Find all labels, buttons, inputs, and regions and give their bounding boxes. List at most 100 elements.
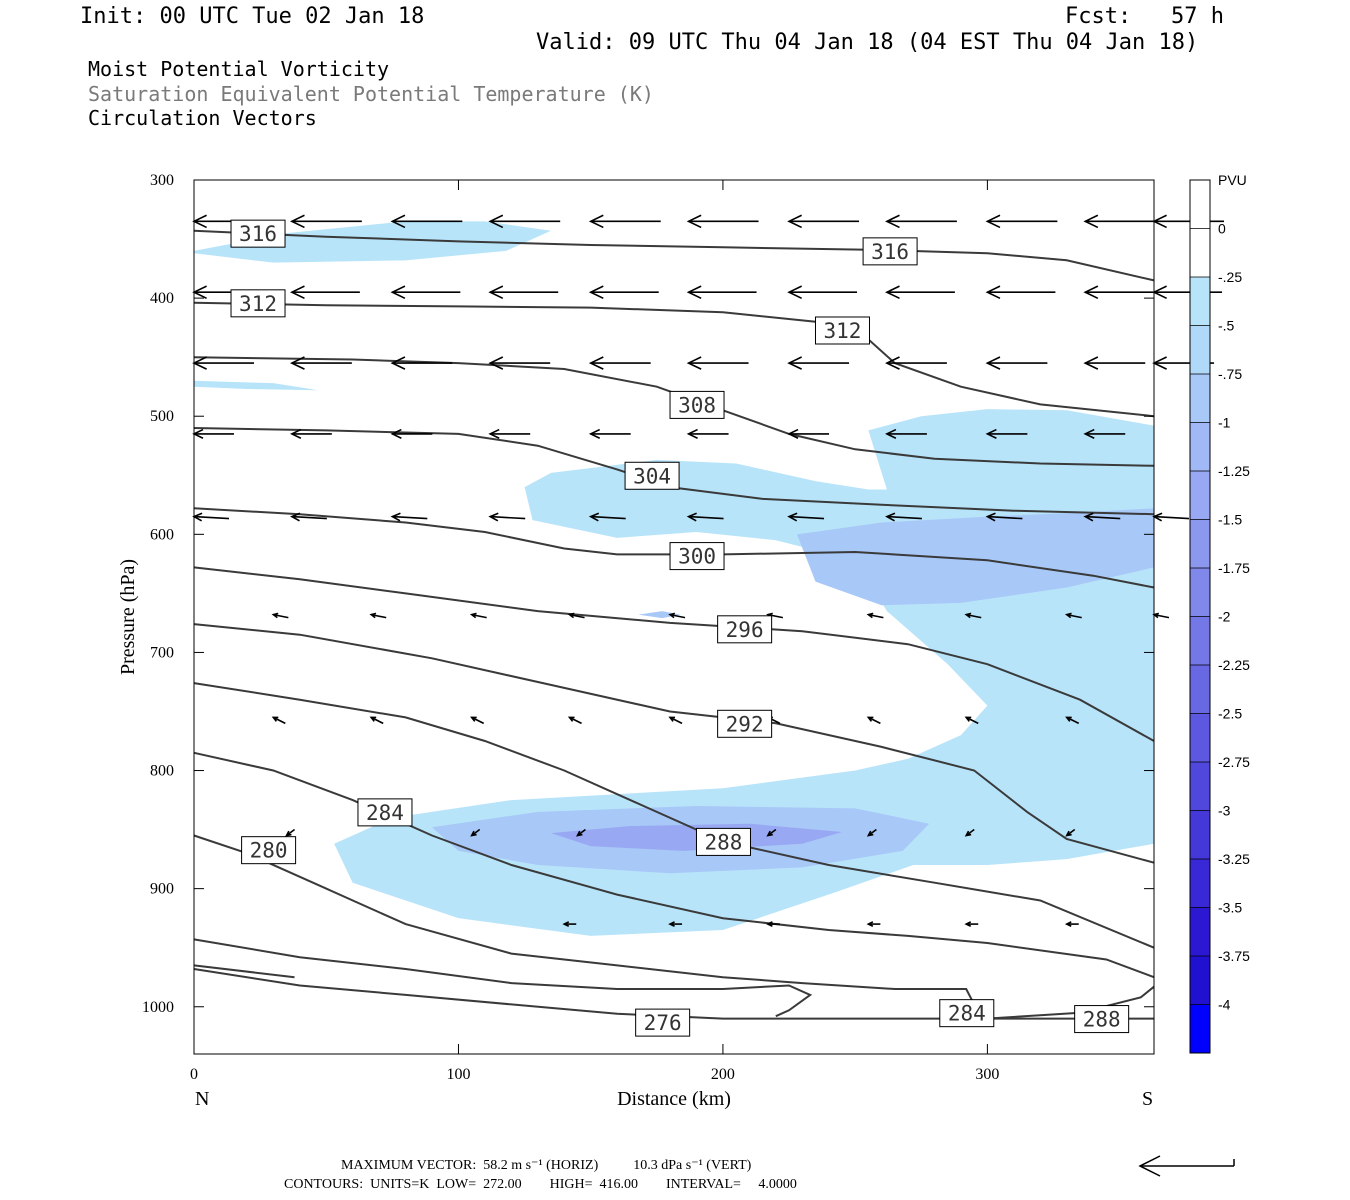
vector-shaft	[272, 716, 286, 725]
field-title-3: Circulation Vectors	[88, 106, 317, 130]
theta-contour-300	[193, 507, 1155, 589]
vector-shaft	[471, 613, 487, 619]
vector-7-2	[575, 828, 586, 837]
vector-shaft	[392, 515, 428, 520]
vector-head	[985, 512, 996, 522]
vector-head	[588, 428, 601, 440]
vector-4-0	[192, 512, 230, 522]
vector-head	[1083, 214, 1099, 229]
vector-head	[1083, 428, 1095, 440]
vector-head	[985, 285, 1001, 300]
vector-shaft	[1066, 613, 1082, 619]
vector-head	[668, 612, 676, 619]
vector-head	[488, 285, 504, 300]
colorbar: 0 -.25 -.5 -.75 -1 -1.25 -1.5 -1.75 -2 -2.25 -2.5 -…	[1189, 172, 1250, 1054]
vector-head	[567, 716, 575, 722]
vector-head	[885, 214, 900, 229]
vector-2-3	[488, 356, 551, 370]
colorbar-cell-15	[1190, 907, 1210, 956]
contour-label-296-text: 296	[726, 618, 764, 642]
vector-head	[390, 428, 402, 440]
vector-shaft	[193, 515, 230, 520]
contour-label-extra-0-box	[939, 999, 995, 1028]
x-tick-label-300: 300	[975, 1066, 999, 1083]
contour-label-292: 292	[717, 709, 773, 738]
contour-label-280-text: 280	[250, 839, 288, 863]
vector-3-2	[390, 428, 433, 440]
theta-contour-unlabeled-12	[193, 964, 295, 979]
vector-3-4	[588, 428, 631, 440]
colorbar-label-6: -1.5	[1218, 512, 1242, 528]
vector-head	[985, 428, 997, 440]
y-tick-label-900: 900	[150, 881, 174, 898]
init-time: Init: 00 UTC Tue 02 Jan 18	[80, 4, 425, 29]
vector-6-2	[470, 716, 485, 725]
colorbar-cell-2	[1190, 277, 1210, 326]
vector-head	[885, 285, 900, 300]
contour-label-316: 316	[230, 219, 286, 248]
vector-7-1	[470, 828, 481, 837]
contour-label-300-text: 300	[678, 545, 716, 569]
max-vector-arrow	[1138, 1155, 1235, 1177]
contour-label-312-box	[230, 289, 286, 318]
vector-3-1	[290, 428, 332, 440]
contour-label-312-b: 312	[814, 316, 870, 345]
vector-head	[290, 512, 301, 522]
x-axis-label: Distance (km)	[617, 1088, 731, 1110]
vector-head	[964, 716, 972, 722]
vector-head	[290, 285, 305, 300]
contour-label-300-box	[669, 542, 725, 571]
vector-head	[469, 612, 477, 619]
vector-shaft	[370, 716, 384, 725]
colorbar-label-2: -.5	[1218, 318, 1235, 334]
vector-1-7	[885, 285, 955, 300]
contour-label-284-box	[357, 798, 413, 827]
vector-head	[1065, 830, 1072, 837]
vector-7-3	[766, 828, 777, 837]
vector-head	[885, 512, 896, 522]
colorbar-cell-11	[1190, 713, 1210, 762]
y-tick-label-400: 400	[150, 290, 174, 307]
field-title-2: Saturation Equivalent Potential Temperat…	[88, 82, 654, 106]
circulation-vectors	[192, 214, 1224, 927]
x-tick-label-100: 100	[446, 1066, 470, 1083]
vector-head	[964, 921, 972, 927]
contour-label-304-text: 304	[633, 464, 671, 488]
vector-shaft	[966, 613, 982, 619]
vector-head	[1083, 512, 1094, 522]
valid-time: Valid: 09 UTC Thu 04 Jan 18 (04 EST Thu …	[536, 30, 1199, 55]
colorbar-cell-14	[1190, 859, 1210, 908]
contour-label-304-box	[624, 461, 680, 490]
vector-4-10	[1152, 512, 1190, 522]
contour-label-284: 284	[357, 798, 413, 827]
vector-1-6	[787, 285, 858, 300]
theta-contour-292	[193, 623, 1155, 864]
vector-1-9	[1083, 285, 1154, 300]
vector-5-8	[1064, 612, 1082, 619]
contours-caption: CONTOURS: UNITS=K LOW= 272.00 HIGH= 416.…	[284, 1177, 797, 1192]
vector-head	[369, 716, 377, 722]
vector-head	[668, 716, 676, 722]
vector-head	[964, 612, 972, 619]
vector-head	[787, 285, 802, 300]
vector-3-8	[985, 428, 1028, 440]
colorbar-label-13: -3.25	[1218, 851, 1250, 867]
vector-head	[470, 830, 477, 837]
vector-8-0	[562, 921, 577, 927]
colorbar-cell-10	[1190, 665, 1210, 714]
vector-head	[686, 356, 702, 370]
contour-label-312-b-text: 312	[824, 319, 862, 343]
vector-4-1	[290, 512, 327, 522]
vector-head	[285, 830, 292, 837]
pv-shading	[194, 221, 1154, 936]
axes: 300 400 500 600 700 800 900 1000 0 100 200 300	[142, 172, 1154, 1083]
pv-region-1	[194, 380, 319, 391]
vector-4-7	[885, 512, 922, 522]
vector-head	[390, 285, 406, 300]
contour-label-280: 280	[241, 836, 297, 865]
field-title-1: Moist Potential Vorticity	[88, 57, 390, 81]
vector-head	[290, 214, 305, 229]
vector-shaft	[868, 613, 884, 619]
vector-2-1	[290, 356, 352, 370]
